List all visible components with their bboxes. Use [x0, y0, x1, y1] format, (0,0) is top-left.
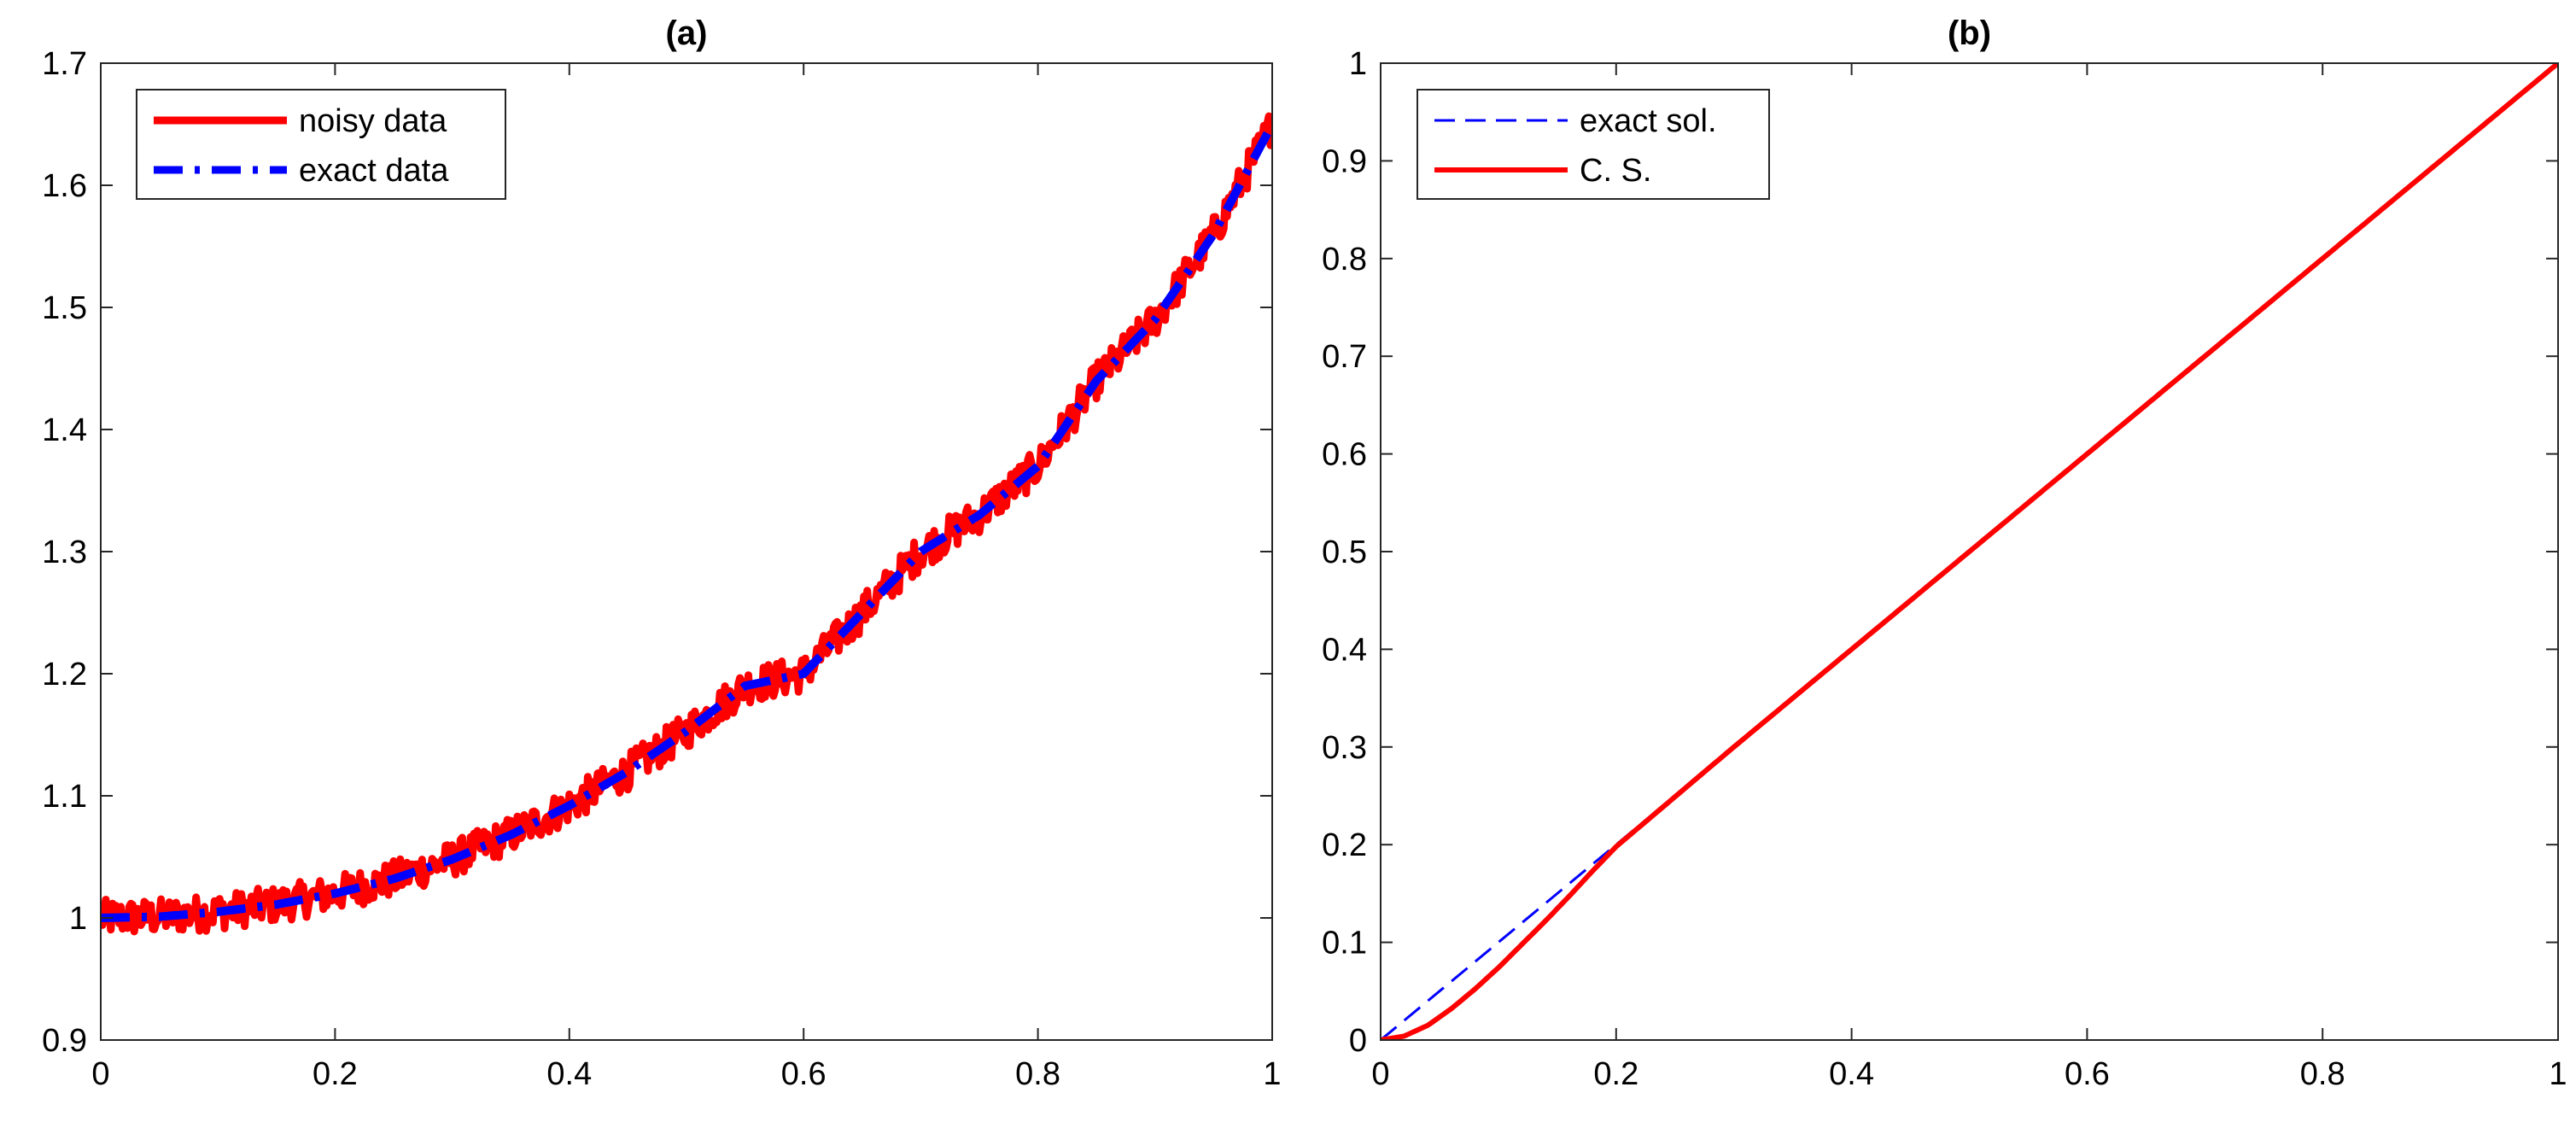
x-tick-label: 1 [1263, 1056, 1281, 1092]
y-tick-label: 1.7 [42, 46, 87, 82]
chart-panel-1: 0 0.2 0.4 0.6 0.8 1 0.9 1 1.1 1.2 1.3 1.4 1.5 1.6 1.7 (… [42, 15, 1281, 1092]
x-tick-label: 0.2 [1593, 1056, 1638, 1092]
y-tick-label: 1.4 [42, 412, 87, 448]
series-group [1381, 63, 2558, 1040]
y-tick-label: 0 [1349, 1023, 1367, 1059]
series-group [101, 112, 1272, 936]
y-tick-label: 0.4 [1322, 632, 1367, 668]
x-tick-label: 0 [1371, 1056, 1389, 1092]
y-tick-label: 1 [69, 901, 87, 937]
x-tick-label: 0 [91, 1056, 109, 1092]
legend-label: exact sol. [1580, 103, 1717, 139]
y-tick-label: 1.6 [42, 168, 87, 204]
y-tick-label: 0.5 [1322, 535, 1367, 570]
x-tick-label: 0.6 [781, 1056, 827, 1092]
x-tick-label: 0.8 [2300, 1056, 2345, 1092]
y-tick-label: 1.5 [42, 290, 87, 326]
y-tick-label: 1.3 [42, 535, 87, 570]
series-line-1 [101, 112, 1272, 936]
legend-label: noisy data [299, 103, 447, 139]
x-tick-label: 0.6 [2065, 1056, 2110, 1092]
legend-label: C. S. [1580, 153, 1651, 189]
x-tick-label: 0.4 [1829, 1056, 1874, 1092]
y-tick-label: 0.9 [1322, 143, 1367, 179]
chart-title: (b) [1948, 15, 1991, 52]
chart-title: (a) [666, 15, 708, 52]
y-tick-label: 0.7 [1322, 339, 1367, 375]
legend: exact sol. C. S. [1417, 89, 1770, 200]
series-line-2 [101, 122, 1272, 922]
legend-box [1417, 89, 1770, 200]
y-tick-label: 1 [1349, 46, 1367, 82]
y-tick-label: 0.2 [1322, 827, 1367, 863]
y-tick-label: 1.1 [42, 779, 87, 815]
y-tick-label: 1.2 [42, 657, 87, 692]
y-tick-label: 0.9 [42, 1023, 87, 1059]
chart-panel-2: 0 0.2 0.4 0.6 0.8 1 0 0.1 0.2 0.3 0.4 0.5 0.6 0.7 0.8 0… [1322, 15, 2567, 1092]
x-tick-label: 0.8 [1015, 1056, 1060, 1092]
x-tick-label: 0.4 [546, 1056, 592, 1092]
legend-label: exact data [299, 153, 449, 189]
y-tick-label: 0.6 [1322, 437, 1367, 473]
legend: noisy data exact data [136, 89, 506, 200]
x-tick-label: 0.2 [313, 1056, 358, 1092]
y-tick-label: 0.8 [1322, 242, 1367, 278]
y-tick-label: 0.1 [1322, 926, 1367, 961]
series-line-2 [1381, 63, 2558, 1040]
y-tick-label: 0.3 [1322, 730, 1367, 766]
legend-box [136, 89, 506, 200]
x-tick-label: 1 [2549, 1056, 2567, 1092]
